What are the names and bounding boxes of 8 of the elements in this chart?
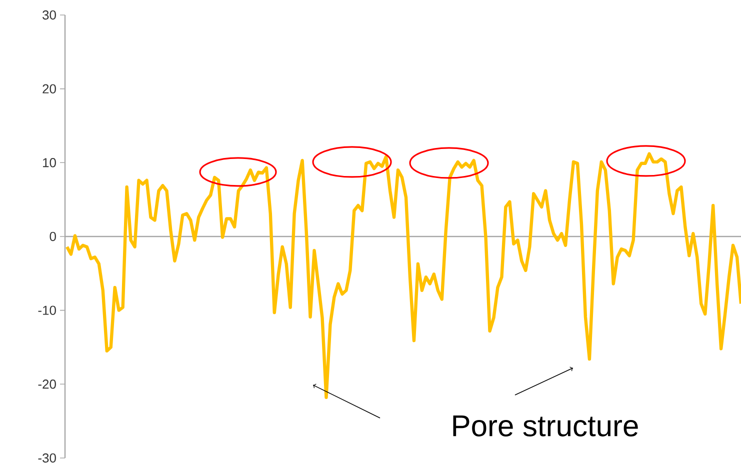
y-tick-label: 0: [50, 232, 56, 242]
y-tick-label: 20: [42, 84, 56, 94]
y-tick-label: -10: [38, 306, 56, 315]
y-tick-label: -20: [38, 380, 56, 389]
annotation: Pore structure: [453, 416, 638, 436]
y-tick-label: 30: [42, 10, 56, 20]
y-tick-label: 10: [43, 158, 56, 168]
y-tick-label: -30: [38, 453, 56, 463]
